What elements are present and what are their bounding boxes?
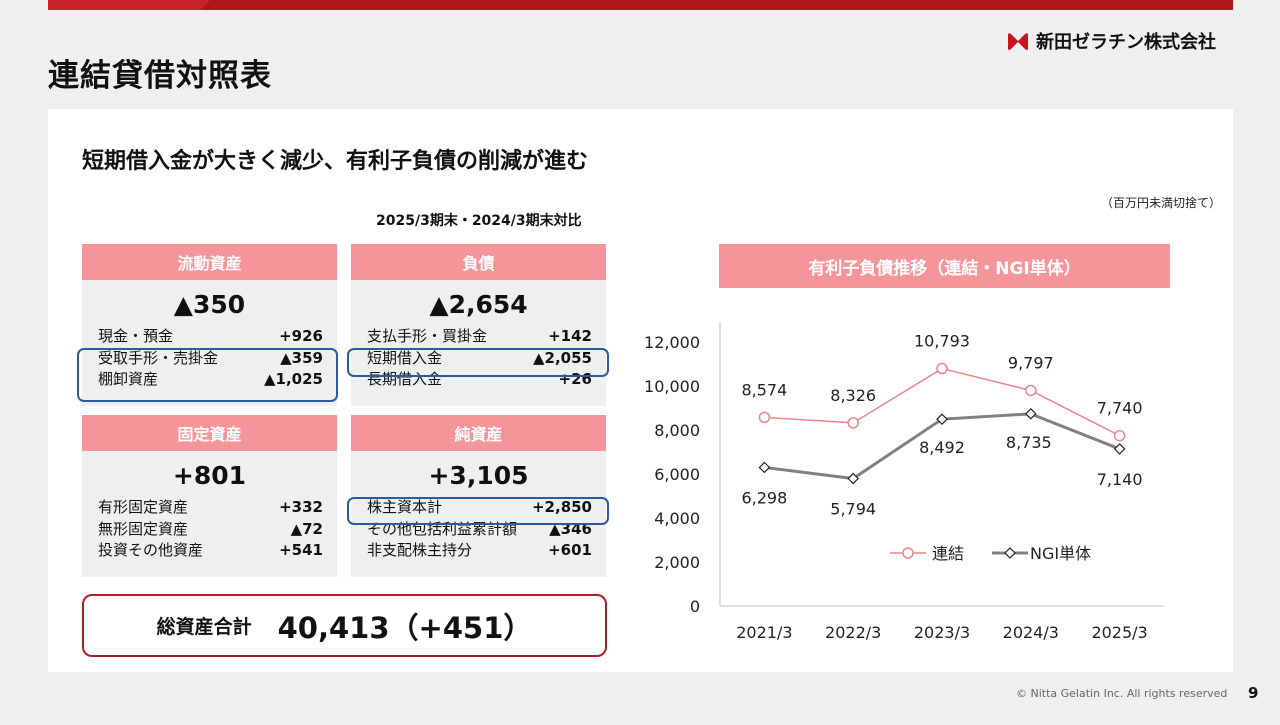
row-long-term-loans: 長期借入金 +26 [367, 370, 592, 388]
company-name: 新田ゼラチン株式会社 [1036, 32, 1216, 53]
card-net-assets: 純資産 +3,105 株主資本計 +2,850 その他包括利益累計額 ▲346 非支… [351, 415, 606, 577]
data-label: 8,735 [1006, 433, 1052, 452]
legend-label-ngi: NGI単体 [1030, 544, 1091, 563]
y-tick-label: 2,000 [654, 553, 700, 572]
data-label: 7,140 [1097, 470, 1143, 489]
company-logo: 新田ゼラチン株式会社 [1006, 28, 1216, 54]
row-short-term-loans: 短期借入金 ▲2,055 [367, 348, 592, 367]
data-point-consolidated [847, 417, 859, 429]
data-point-consolidated [1113, 429, 1126, 442]
highlight-short-term-loans [347, 348, 609, 377]
legend-label-consolidated: 連結 [932, 544, 964, 563]
debt-trend-chart: 0 2,000 4,000 6,000 8,000 10,000 12,000 2021/3 2… [644, 322, 1164, 642]
card-title: 負債 [351, 244, 606, 280]
row-investments: 投資その他資産 +541 [98, 541, 323, 559]
data-label: 10,793 [914, 332, 970, 351]
x-tick-label: 2021/3 [736, 623, 792, 642]
row-non-controlling: 非支配株主持分 +601 [367, 541, 592, 559]
total-assets-box: 総資産合計 40,413（+451） [82, 594, 607, 657]
card-total: ▲2,654 [429, 290, 528, 319]
top-accent-bar [48, 0, 1233, 10]
total-assets-label: 総資産合計 [156, 616, 252, 638]
chart-title: 有利子負債推移（連結・NGI単体） [719, 244, 1170, 288]
card-title: 純資産 [351, 415, 606, 451]
copyright: © Nitta Gelatin Inc. All rights reserved [1016, 687, 1228, 700]
data-point-ngi [1113, 443, 1126, 455]
comparison-label: 2025/3期末・2024/3期末対比 [376, 213, 582, 229]
data-point-consolidated [758, 411, 771, 424]
card-total: +801 [172, 461, 247, 490]
data-label: 7,740 [1097, 399, 1143, 418]
row-cash: 現金・預金 +926 [98, 327, 323, 345]
data-label: 8,326 [830, 386, 876, 405]
data-label: 6,298 [741, 488, 787, 507]
legend-marker-ngi [1004, 547, 1016, 559]
x-tick-label: 2022/3 [825, 623, 881, 642]
page-title: 連結貸借対照表 [48, 58, 272, 94]
y-tick-label: 12,000 [644, 333, 700, 352]
legend-marker-consolidated [902, 547, 914, 559]
data-point-ngi [936, 413, 948, 426]
data-point-consolidated [936, 362, 948, 375]
data-label: 8,574 [741, 380, 787, 399]
row-receivables: 受取手形・売掛金 ▲359 [98, 348, 323, 367]
y-tick-label: 8,000 [654, 421, 700, 440]
x-tick-label: 2025/3 [1091, 623, 1147, 642]
data-point-consolidated [1025, 384, 1037, 397]
top-accent-segment [48, 0, 210, 10]
page-number: 9 [1248, 684, 1259, 702]
row-shareholders-equity: 株主資本計 +2,850 [367, 498, 592, 516]
row-intangible: 無形固定資産 ▲72 [98, 519, 323, 538]
company-logo-icon [1008, 33, 1028, 50]
card-fixed-assets: 固定資産 +801 有形固定資産 +332 無形固定資産 ▲72 投資その他資産 +5… [82, 415, 337, 577]
data-point-ngi [1024, 407, 1037, 420]
y-tick-label: 6,000 [654, 465, 700, 484]
data-point-ngi [758, 461, 771, 474]
row-payables: 支払手形・買掛金 +142 [367, 327, 592, 345]
data-label: 8,492 [919, 438, 965, 457]
highlight-shareholders-equity [347, 497, 609, 525]
card-title: 固定資産 [82, 415, 337, 451]
card-title: 流動資産 [82, 244, 337, 280]
x-tick-label: 2024/3 [1003, 623, 1059, 642]
x-tick-label: 2023/3 [914, 623, 970, 642]
data-label: 5,794 [830, 500, 876, 519]
row-inventory: 棚卸資産 ▲1,025 [98, 370, 323, 388]
data-label: 9,797 [1008, 353, 1054, 372]
data-point-ngi [847, 472, 860, 485]
row-tangible: 有形固定資産 +332 [98, 498, 323, 516]
series-line-consolidated [764, 367, 1120, 437]
card-current-assets: 流動資産 ▲350 現金・預金 +926 受取手形・売掛金 ▲359 棚卸資産 ▲1,… [82, 244, 337, 406]
card-total: ▲350 [173, 290, 246, 319]
card-total: +3,105 [428, 461, 529, 490]
y-tick-label: 4,000 [654, 509, 700, 528]
y-tick-label: 0 [690, 597, 700, 616]
card-liabilities: 負債 ▲2,654 支払手形・買掛金 +142 短期借入金 ▲2,055 長期借入金… [351, 244, 606, 406]
y-tick-label: 10,000 [644, 377, 700, 396]
slide-headline: 短期借入金が大きく減少、有利子負債の削減が進む [82, 149, 589, 174]
total-assets-value: 40,413（+451） [277, 610, 533, 645]
highlight-receivables-inventory [77, 348, 338, 402]
unit-note: （百万円未満切捨て） [1101, 196, 1222, 210]
